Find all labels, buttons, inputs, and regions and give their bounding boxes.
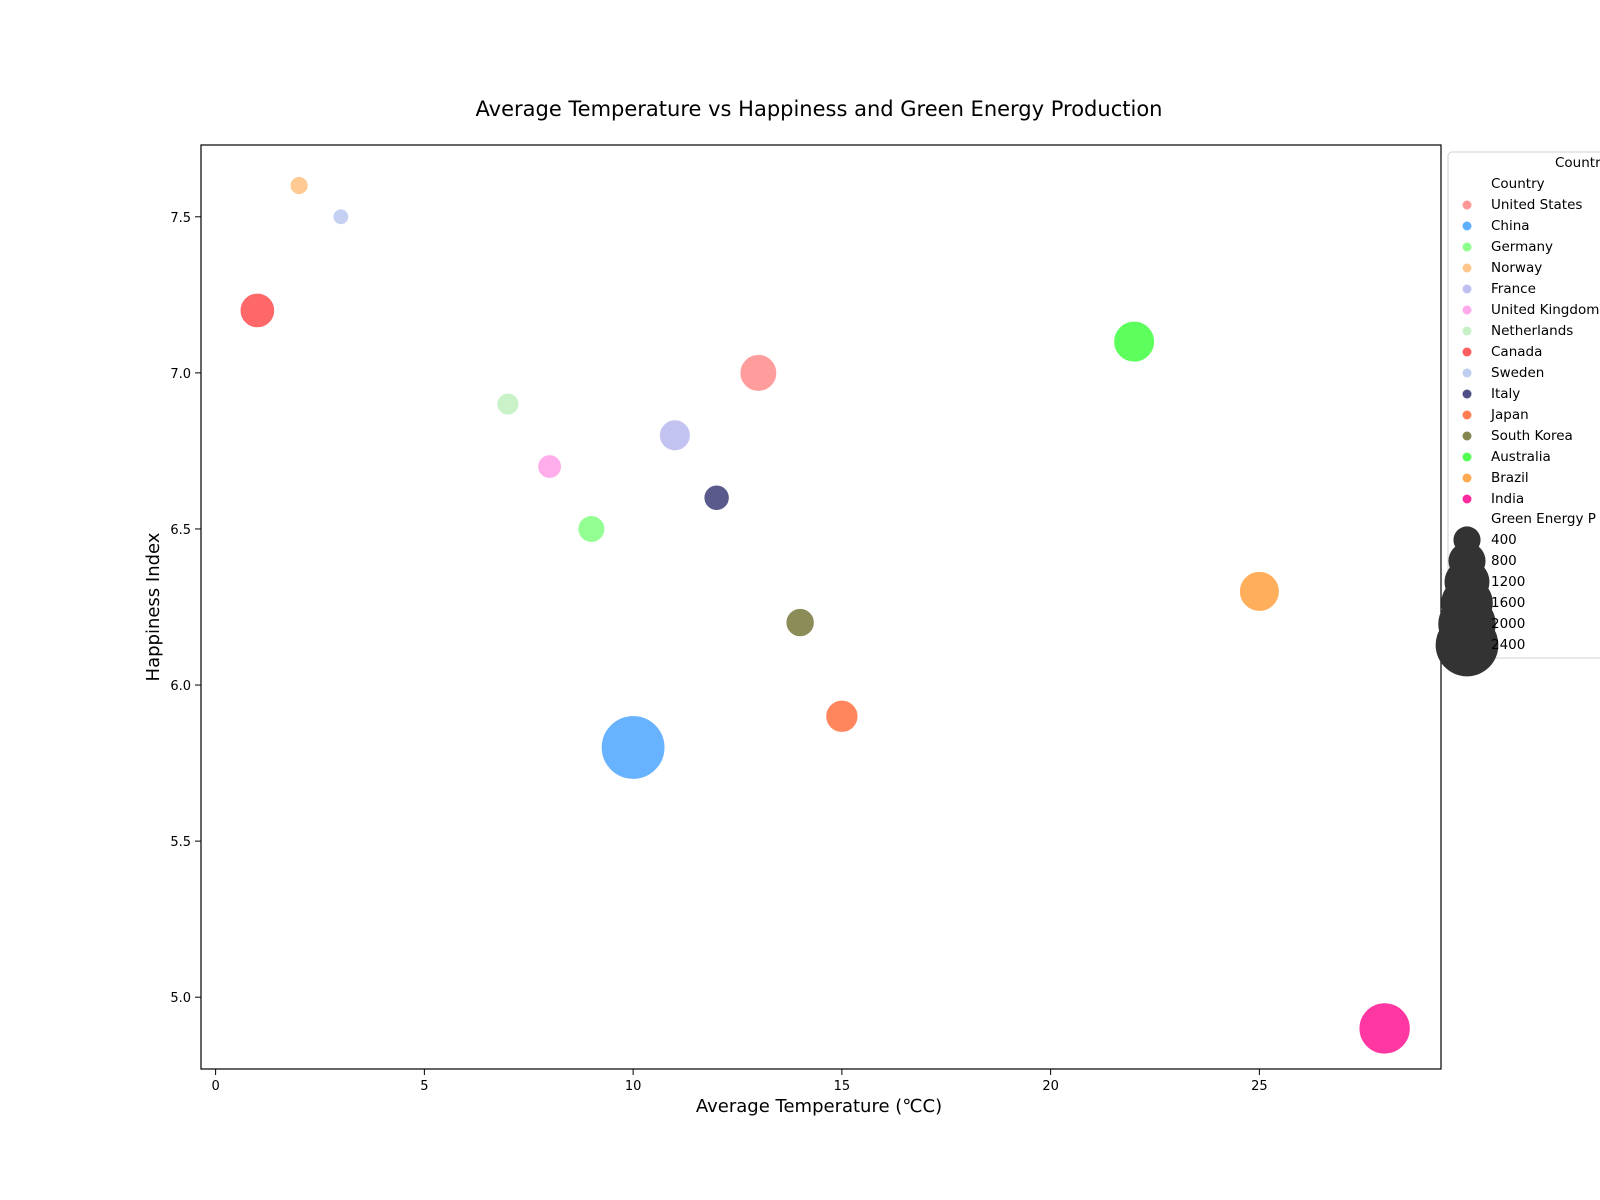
legend-label-norway: Norway bbox=[1491, 260, 1542, 276]
legend-size-title: Green Energy P bbox=[1491, 511, 1596, 527]
x-tick-label: 5 bbox=[420, 1079, 428, 1094]
legend-swatch-france bbox=[1462, 284, 1472, 294]
marker-south-korea bbox=[785, 607, 816, 638]
legend-title: Country bbox=[1555, 155, 1600, 171]
chart-title: Average Temperature vs Happiness and Gre… bbox=[476, 97, 1163, 121]
y-tick-label: 6.5 bbox=[170, 523, 191, 538]
legend: Country Country United States China German… bbox=[1435, 151, 1600, 677]
y-tick-label: 7.0 bbox=[170, 367, 191, 382]
legend-swatch-china bbox=[1462, 221, 1472, 231]
y-tick-label: 6.0 bbox=[170, 679, 191, 694]
y-axis-ticks: 5.0 5.5 6.0 6.5 7.0 7.5 bbox=[170, 211, 201, 1006]
legend-size-marker bbox=[1435, 613, 1499, 677]
marker-netherlands bbox=[496, 392, 520, 416]
legend-swatch-australia bbox=[1462, 452, 1472, 462]
data-markers bbox=[239, 175, 1412, 1055]
marker-china bbox=[600, 714, 666, 781]
x-axis-ticks: 0 5 10 15 20 25 bbox=[211, 1069, 1268, 1094]
marker-germany bbox=[577, 514, 606, 544]
legend-swatch-japan bbox=[1462, 410, 1472, 420]
x-tick-label: 20 bbox=[1042, 1079, 1059, 1094]
legend-label-canada: Canada bbox=[1491, 344, 1542, 360]
marker-india bbox=[1358, 1002, 1412, 1055]
marker-japan bbox=[825, 699, 859, 734]
legend-hue-entries: United States China Germany Norway France Uni… bbox=[1462, 197, 1599, 507]
legend-swatch-south-korea bbox=[1462, 431, 1472, 441]
legend-size-label: 2400 bbox=[1491, 637, 1525, 653]
plot-area-frame bbox=[200, 144, 1442, 1070]
legend-label-china: China bbox=[1491, 218, 1530, 234]
marker-norway bbox=[289, 175, 309, 196]
x-tick-label: 25 bbox=[1251, 1079, 1268, 1094]
legend-hue-title: Country bbox=[1491, 176, 1545, 192]
marker-australia bbox=[1112, 320, 1156, 363]
marker-united-kingdom bbox=[537, 453, 563, 480]
legend-size-label: 1200 bbox=[1491, 574, 1525, 590]
marker-sweden bbox=[332, 208, 350, 226]
legend-label-brazil: Brazil bbox=[1491, 470, 1529, 486]
legend-swatch-italy bbox=[1462, 389, 1472, 399]
legend-swatch-netherlands bbox=[1462, 326, 1472, 336]
y-tick-label: 5.0 bbox=[170, 991, 191, 1006]
y-tick-label: 7.5 bbox=[170, 211, 191, 226]
legend-swatch-canada bbox=[1462, 347, 1472, 357]
legend-size-label: 2000 bbox=[1491, 616, 1525, 632]
legend-label-australia: Australia bbox=[1491, 449, 1551, 465]
marker-france bbox=[658, 419, 692, 452]
x-tick-label: 10 bbox=[625, 1079, 642, 1094]
marker-canada bbox=[239, 292, 276, 329]
legend-label-france: France bbox=[1491, 281, 1536, 297]
x-tick-label: 15 bbox=[834, 1079, 851, 1094]
legend-size-label: 400 bbox=[1491, 532, 1517, 548]
legend-size-label: 1600 bbox=[1491, 595, 1525, 611]
legend-label-united-kingdom: United Kingdom bbox=[1491, 302, 1599, 318]
legend-label-germany: Germany bbox=[1491, 239, 1553, 255]
marker-italy bbox=[703, 484, 731, 512]
legend-box bbox=[1447, 151, 1600, 659]
legend-label-south-korea: South Korea bbox=[1491, 428, 1573, 444]
legend-label-italy: Italy bbox=[1491, 386, 1520, 402]
legend-swatch-india bbox=[1462, 494, 1472, 504]
legend-label-netherlands: Netherlands bbox=[1491, 323, 1573, 339]
legend-label-india: India bbox=[1491, 491, 1524, 507]
legend-swatch-germany bbox=[1462, 242, 1472, 252]
legend-swatch-united-states bbox=[1462, 200, 1472, 210]
legend-swatch-brazil bbox=[1462, 473, 1472, 483]
x-tick-label: 0 bbox=[211, 1079, 219, 1094]
y-tick-label: 5.5 bbox=[170, 835, 191, 850]
legend-swatch-sweden bbox=[1462, 368, 1472, 378]
legend-label-japan: Japan bbox=[1490, 407, 1529, 423]
y-axis-label: Happiness Index bbox=[143, 532, 164, 681]
legend-size-label: 800 bbox=[1491, 553, 1517, 569]
marker-brazil bbox=[1238, 570, 1281, 613]
legend-swatch-united-kingdom bbox=[1462, 305, 1472, 315]
legend-label-sweden: Sweden bbox=[1491, 365, 1544, 381]
legend-swatch-norway bbox=[1462, 263, 1472, 273]
x-axis-label: Average Temperature (℃C) bbox=[696, 1096, 942, 1117]
legend-size-entries: 400 800 1200 1600 2000 2400 bbox=[1435, 526, 1525, 677]
legend-label-united-states: United States bbox=[1491, 197, 1582, 213]
marker-united-states bbox=[739, 353, 778, 393]
